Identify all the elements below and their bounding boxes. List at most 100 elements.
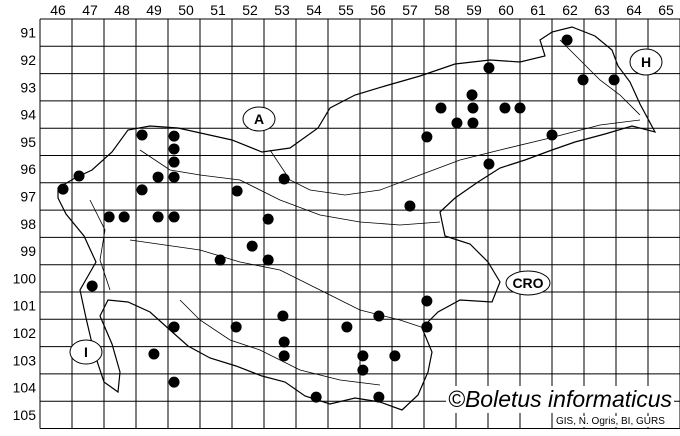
- record-dot: [168, 143, 180, 155]
- rivers: [89, 39, 641, 386]
- record-dot: [499, 102, 511, 114]
- column-label: 59: [466, 2, 482, 18]
- column-label: 48: [114, 2, 130, 18]
- record-dot: [608, 74, 620, 86]
- record-dot: [577, 74, 589, 86]
- record-dot: [168, 376, 180, 388]
- record-dot: [483, 62, 495, 74]
- column-label: 53: [274, 2, 290, 18]
- record-dot: [467, 102, 479, 114]
- record-dot: [168, 211, 180, 223]
- record-dot: [214, 254, 226, 266]
- record-dot: [86, 280, 98, 292]
- column-label: 52: [242, 2, 258, 18]
- record-dot: [546, 129, 558, 141]
- record-dot: [278, 350, 290, 362]
- row-label: 99: [20, 243, 36, 259]
- row-label: 93: [20, 79, 36, 95]
- slovenia-border: [57, 26, 657, 411]
- record-dot: [404, 200, 416, 212]
- row-label: 102: [13, 325, 37, 341]
- row-label: 92: [20, 52, 36, 68]
- record-dot: [168, 171, 180, 183]
- country-label-austria: A: [254, 111, 264, 127]
- record-dot: [451, 117, 463, 129]
- country-label-hungary-ellipse: [629, 48, 663, 76]
- record-dot: [278, 173, 290, 185]
- record-dot: [103, 211, 115, 223]
- record-dot: [341, 321, 353, 333]
- record-dot: [421, 131, 433, 143]
- row-label: 103: [13, 352, 37, 368]
- country-label-croatia-ellipse: [505, 270, 551, 296]
- record-dot: [152, 211, 164, 223]
- grid: [39, 18, 680, 429]
- record-dot: [277, 310, 289, 322]
- row-label: 101: [13, 298, 37, 314]
- column-label: 60: [498, 2, 514, 18]
- row-label: 94: [20, 107, 36, 123]
- record-dot: [168, 321, 180, 333]
- record-dot: [57, 183, 69, 195]
- column-label: 57: [402, 2, 418, 18]
- record-dot: [152, 171, 164, 183]
- row-label: 96: [20, 161, 36, 177]
- column-label: 58: [434, 2, 450, 18]
- column-label: 49: [146, 2, 162, 18]
- record-dot: [73, 170, 85, 182]
- record-dot: [357, 364, 369, 376]
- column-label: 55: [338, 2, 354, 18]
- column-label: 63: [594, 2, 610, 18]
- record-dot: [466, 89, 478, 101]
- record-dot: [435, 102, 447, 114]
- record-dot: [421, 295, 433, 307]
- column-label: 61: [530, 2, 546, 18]
- record-dot: [514, 102, 526, 114]
- copyright-credit: ©Boletus informaticus: [446, 386, 675, 413]
- row-label: 104: [13, 380, 37, 396]
- country-label-austria-ellipse: [242, 106, 276, 132]
- column-label: 51: [210, 2, 226, 18]
- record-dot: [561, 34, 573, 46]
- column-label: 46: [50, 2, 66, 18]
- record-dot: [262, 254, 274, 266]
- country-labels: A H CRO I: [69, 48, 663, 365]
- column-label: 50: [178, 2, 194, 18]
- row-label: 91: [20, 25, 36, 41]
- record-dot: [421, 321, 433, 333]
- record-dot: [278, 336, 290, 348]
- record-dot: [118, 211, 130, 223]
- record-dot: [148, 348, 160, 360]
- record-dot: [230, 321, 242, 333]
- column-label: 64: [626, 2, 642, 18]
- column-label: 62: [562, 2, 578, 18]
- country-label-croatia: CRO: [512, 275, 543, 291]
- record-dot: [136, 129, 148, 141]
- record-dot: [389, 350, 401, 362]
- row-label: 100: [13, 270, 37, 286]
- row-label: 97: [20, 188, 36, 204]
- country-label-italy-ellipse: [69, 339, 103, 365]
- record-dot: [373, 310, 385, 322]
- record-dot: [168, 130, 180, 142]
- column-label: 56: [370, 2, 386, 18]
- record-dot: [262, 213, 274, 225]
- country-label-hungary: H: [641, 54, 651, 70]
- record-dot: [231, 185, 243, 197]
- record-dot: [483, 158, 495, 170]
- column-label: 54: [306, 2, 322, 18]
- country-label-italy: I: [84, 344, 88, 360]
- column-label: 65: [658, 2, 674, 18]
- record-dot: [310, 391, 322, 403]
- row-label: 95: [20, 134, 36, 150]
- record-dot: [357, 350, 369, 362]
- data-source: GIS, N. Ogris, BI, GURS: [555, 416, 666, 427]
- row-label: 98: [20, 216, 36, 232]
- record-dot: [136, 184, 148, 196]
- records: [57, 34, 620, 403]
- record-dot: [373, 391, 385, 403]
- row-label: 105: [13, 407, 37, 423]
- grid-labels: 46 47 48 49 50 51 52 53 54 55 56 57 58 59 60 61 62 63 64 65…: [13, 2, 674, 423]
